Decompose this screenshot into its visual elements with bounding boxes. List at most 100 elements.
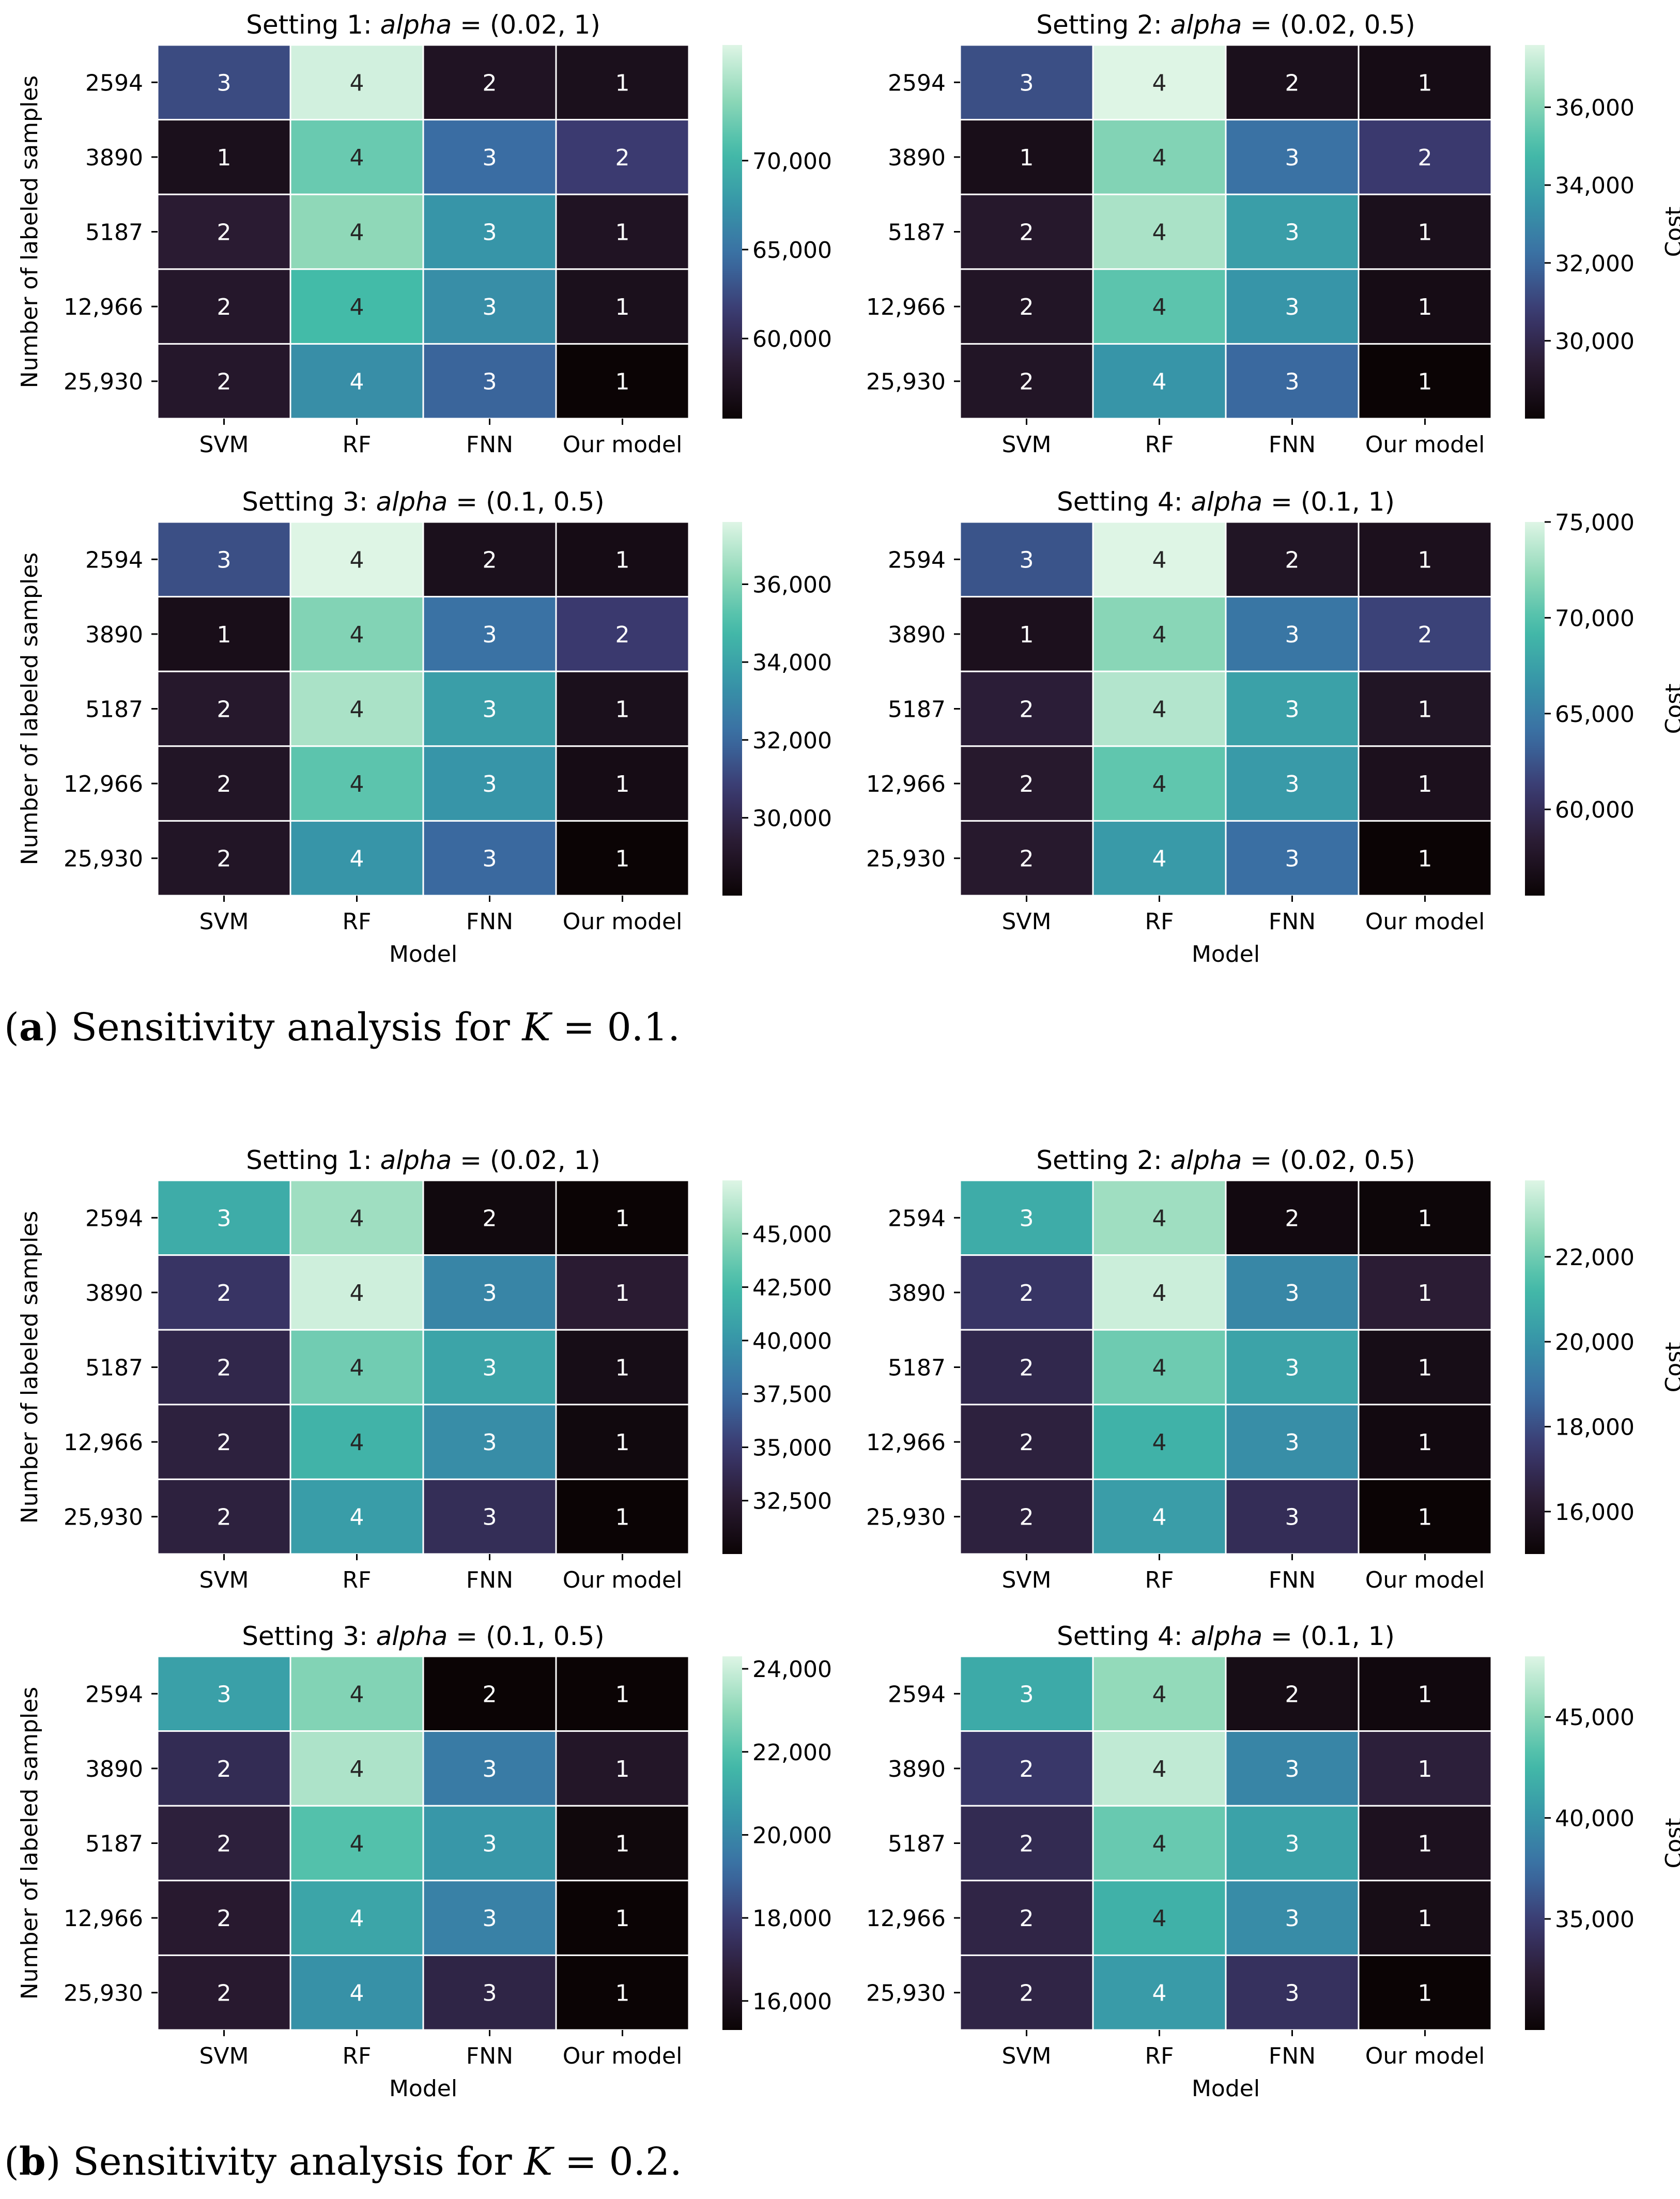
cell-annotation: 4 — [1152, 1280, 1167, 1306]
heatmap-cell — [1092, 1478, 1227, 1555]
heatmap-cell — [1092, 1254, 1227, 1331]
cell-annotation: 1 — [1418, 1980, 1432, 2007]
cell-annotation: 3 — [217, 70, 232, 96]
x-tick-label: Our model — [1365, 909, 1485, 935]
cell-annotation: 2 — [217, 1756, 232, 1782]
heatmap-cell — [1092, 1655, 1227, 1732]
colorbar-tick-label: 22,000 — [1555, 1244, 1635, 1271]
cell-annotation: 3 — [1285, 369, 1300, 395]
cell-annotation: 3 — [483, 1355, 497, 1381]
cell-annotation: 3 — [1285, 1756, 1300, 1782]
colorbar-tick-label: 18,000 — [1555, 1414, 1635, 1441]
heatmap-cell — [1225, 1478, 1360, 1555]
heatmap-cell — [555, 820, 690, 897]
heatmap-cell — [422, 1730, 557, 1807]
y-tick-label: 12,966 — [64, 771, 143, 797]
heatmap-cell — [289, 1478, 424, 1555]
caption-a-letter: a — [19, 1005, 44, 1050]
cell-annotation: 4 — [350, 220, 364, 246]
x-tick-label: Our model — [563, 1567, 683, 1593]
heatmap-cell — [289, 1329, 424, 1406]
cell-annotation: 1 — [615, 70, 630, 96]
colorbar-tick-label: 40,000 — [752, 1328, 832, 1355]
y-tick-label: 2594 — [888, 70, 946, 96]
x-axis-label: Model — [1192, 941, 1260, 967]
cell-annotation: 3 — [483, 1980, 497, 2007]
heatmap-cell — [959, 1329, 1094, 1406]
cell-annotation: 2 — [1285, 1205, 1300, 1232]
cell-annotation: 4 — [350, 1504, 364, 1531]
cell-annotation: 2 — [217, 697, 232, 723]
colorbar-tick-label: 30,000 — [1555, 328, 1635, 355]
heatmap-cell — [1092, 596, 1227, 672]
y-tick-label: 3890 — [85, 1280, 143, 1306]
heatmap-cell — [289, 1254, 424, 1331]
caption-b-text: Sensitivity analysis for — [60, 2140, 525, 2184]
heatmap-cell — [1358, 268, 1492, 345]
x-tick-label: Our model — [1365, 2043, 1485, 2069]
colorbar-label: Cost — [1661, 1818, 1680, 1869]
heatmap-cell — [289, 1880, 424, 1956]
y-tick-label: 2594 — [85, 547, 143, 573]
y-tick-label: 2594 — [888, 547, 946, 573]
heatmap-cell — [1092, 670, 1227, 747]
heatmap-cell — [1225, 521, 1360, 598]
caption-a-eq: = 0.1. — [550, 1005, 680, 1050]
cell-annotation: 4 — [350, 697, 364, 723]
heatmap-cell — [1225, 1404, 1360, 1480]
cell-annotation: 2 — [483, 1681, 497, 1708]
cell-annotation: 1 — [1418, 294, 1432, 320]
x-tick-label: FNN — [1269, 2043, 1316, 2069]
heatmap-cell — [555, 1730, 690, 1807]
colorbar-tick-label: 40,000 — [1555, 1806, 1635, 1832]
cell-annotation: 2 — [1020, 771, 1034, 797]
cell-annotation: 4 — [350, 369, 364, 395]
y-tick-label: 3890 — [888, 622, 946, 648]
cell-annotation: 2 — [1020, 1905, 1034, 1932]
caption-a-var: K — [522, 1005, 551, 1050]
heatmap-cell — [1358, 1179, 1492, 1256]
cell-annotation: 2 — [483, 70, 497, 96]
heatmap-cell — [157, 670, 291, 747]
heatmap-cell — [289, 745, 424, 822]
heatmap-cell — [555, 1805, 690, 1882]
heatmap-cell — [1225, 1655, 1360, 1732]
cell-annotation: 1 — [1418, 1905, 1432, 1932]
cell-annotation: 3 — [1285, 846, 1300, 872]
cell-annotation: 2 — [217, 1355, 232, 1381]
heatmap-cell — [157, 1329, 291, 1406]
heatmap-cell — [422, 521, 557, 598]
heatmap-cell — [555, 1329, 690, 1406]
heatmap-cell — [1358, 1954, 1492, 2031]
y-tick-label: 12,966 — [64, 1905, 143, 1932]
y-tick-label: 3890 — [888, 1756, 946, 1782]
caption-b-letter: b — [19, 2140, 46, 2184]
cell-annotation: 4 — [1152, 1756, 1167, 1782]
y-tick-label: 5187 — [888, 220, 946, 246]
cell-annotation: 3 — [217, 1681, 232, 1708]
x-tick-label: RF — [343, 432, 372, 458]
heatmap-cell — [555, 119, 690, 195]
heatmap-cell — [1358, 44, 1492, 121]
heatmap-cell — [289, 119, 424, 195]
cell-annotation: 3 — [483, 1429, 497, 1456]
x-tick-label: RF — [1145, 1567, 1174, 1593]
cell-annotation: 3 — [1285, 294, 1300, 320]
cell-annotation: 3 — [1020, 547, 1034, 573]
cell-annotation: 4 — [350, 1681, 364, 1708]
cell-annotation: 4 — [1152, 846, 1167, 872]
colorbar-tick-label: 60,000 — [752, 326, 832, 352]
cell-annotation: 3 — [217, 1205, 232, 1232]
cell-annotation: 1 — [615, 1280, 630, 1306]
caption-a: (a) Sensitivity analysis for K = 0.1. — [4, 1005, 680, 1050]
y-tick-label: 5187 — [85, 1831, 143, 1857]
cell-annotation: 4 — [1152, 70, 1167, 96]
caption-b: (b) Sensitivity analysis for K = 0.2. — [4, 2140, 682, 2184]
heatmap-cell — [959, 193, 1094, 270]
cell-annotation: 2 — [1020, 294, 1034, 320]
cell-annotation: 2 — [217, 1980, 232, 2007]
colorbar-tick-label: 75,000 — [1555, 510, 1635, 536]
chart-title: Setting 4: alpha = (0.1, 1) — [1057, 487, 1395, 517]
y-tick-label: 3890 — [85, 1756, 143, 1782]
